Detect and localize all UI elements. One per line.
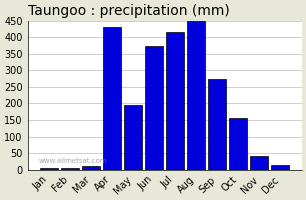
Bar	[61, 168, 79, 170]
Text: Taungoo : precipitation (mm): Taungoo : precipitation (mm)	[28, 4, 230, 18]
Bar	[40, 168, 58, 170]
Bar	[271, 165, 289, 170]
Bar	[145, 46, 163, 170]
Bar	[187, 21, 205, 170]
Bar	[103, 27, 121, 170]
Bar	[82, 166, 100, 170]
Bar	[166, 32, 184, 170]
Bar	[230, 118, 247, 170]
Bar	[250, 156, 268, 170]
Bar	[124, 105, 142, 170]
Text: www.allmetsat.com: www.allmetsat.com	[39, 158, 107, 164]
Bar	[208, 79, 226, 170]
